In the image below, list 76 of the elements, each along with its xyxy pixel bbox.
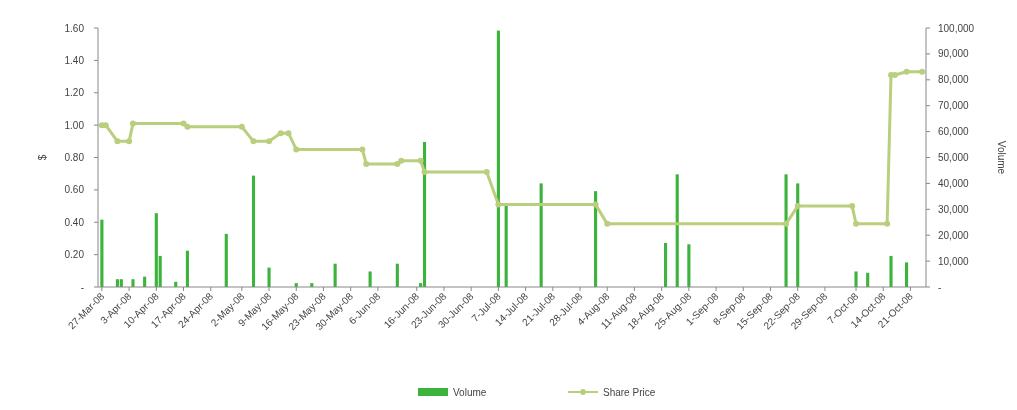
y-tick-label: - [80, 281, 84, 293]
y-tick-label: 0.60 [64, 184, 85, 196]
y2-tick-label: - [938, 281, 942, 293]
point [903, 68, 910, 75]
bar [100, 219, 104, 287]
bar [154, 213, 158, 287]
point [184, 123, 191, 130]
y2-axis-title: Volume [996, 140, 1007, 175]
y-tick-label: 1.60 [64, 22, 85, 34]
y-tick-label: 1.00 [64, 119, 85, 131]
y2-tick-label: 20,000 [938, 229, 970, 241]
point [783, 220, 790, 227]
y2-tick-label: 40,000 [938, 177, 970, 189]
point [919, 68, 926, 75]
y2-tick-label: 70,000 [938, 100, 970, 112]
bar [267, 267, 271, 287]
point [604, 220, 611, 227]
point [398, 157, 405, 164]
point [359, 146, 366, 153]
y2-tick-label: 80,000 [938, 74, 970, 86]
y2-tick-label: 50,000 [938, 152, 970, 163]
bar [333, 263, 337, 287]
bar [905, 262, 909, 287]
bar [687, 244, 691, 287]
legend-label: Share Price [603, 387, 656, 398]
point [483, 169, 490, 176]
point [421, 169, 428, 176]
point [363, 160, 370, 167]
point [238, 123, 245, 130]
bar [504, 204, 508, 287]
point [129, 120, 136, 127]
bar [395, 263, 399, 287]
point [592, 201, 599, 208]
point [285, 130, 292, 137]
bar [796, 183, 800, 287]
point [417, 157, 424, 164]
point [849, 203, 856, 210]
bar [368, 271, 372, 287]
point [891, 71, 898, 78]
point [794, 203, 801, 210]
point [250, 138, 257, 145]
point [266, 138, 273, 145]
y-tick-label: 0.20 [64, 249, 85, 261]
y-axis-title: $ [37, 154, 48, 161]
point [126, 138, 133, 145]
legend-label: Volume [453, 387, 487, 398]
y-tick-label: 0.80 [64, 152, 85, 163]
y2-tick-label: 10,000 [938, 255, 970, 267]
point [277, 130, 284, 137]
y-tick-label: 0.40 [64, 216, 85, 228]
bar [422, 141, 427, 287]
bar [663, 242, 668, 287]
y2-tick-label: 60,000 [938, 126, 970, 138]
point [293, 146, 300, 153]
y2-tick-label: 30,000 [938, 203, 970, 215]
bar [251, 175, 256, 287]
point [114, 138, 121, 145]
bar [784, 174, 788, 287]
bar [594, 191, 598, 287]
bar [185, 250, 189, 287]
point [394, 160, 401, 167]
bar [889, 255, 893, 287]
y-tick-label: 1.40 [64, 54, 85, 66]
y2-tick-label: 90,000 [938, 48, 970, 60]
y2-tick-label: 100,000 [938, 22, 975, 34]
bar [224, 233, 228, 287]
bar [539, 183, 543, 287]
y-tick-label: 1.20 [64, 87, 85, 99]
point [495, 201, 502, 208]
point [102, 122, 109, 129]
bar [675, 174, 679, 287]
bar [131, 279, 135, 287]
point [853, 220, 860, 227]
bar [854, 271, 858, 287]
bar [496, 30, 500, 287]
point [884, 220, 891, 227]
